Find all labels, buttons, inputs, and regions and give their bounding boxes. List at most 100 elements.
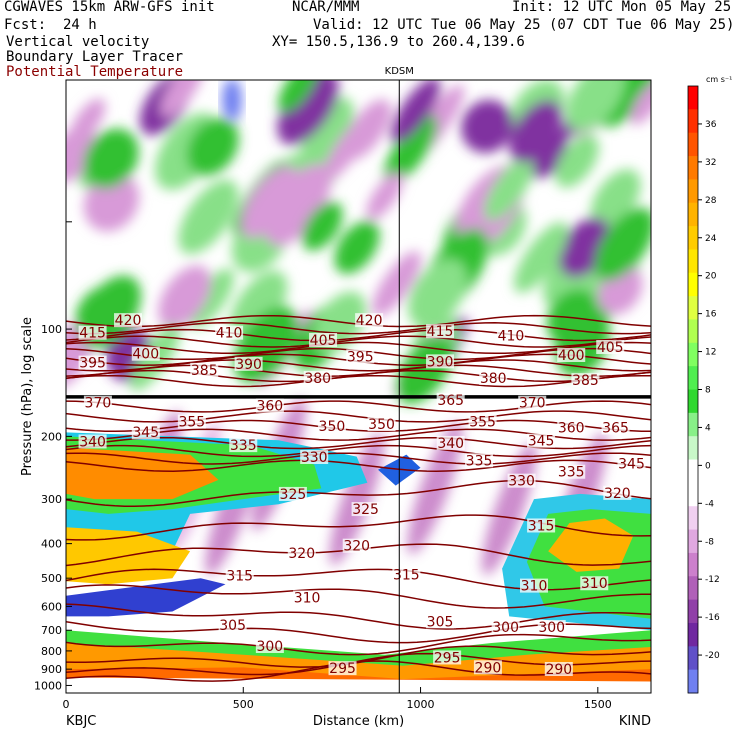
velocity-cell — [630, 80, 651, 125]
y-tick-label: 1000 — [34, 679, 62, 692]
colorbar-swatch — [688, 132, 698, 157]
theta-label-bg — [367, 417, 396, 432]
colorbar-tick-label: 28 — [705, 196, 717, 206]
colorbar-swatch — [688, 389, 698, 414]
y-tick-label: 900 — [41, 663, 62, 676]
theta-label: 320 — [343, 539, 370, 555]
theta-label: 315 — [393, 568, 420, 584]
theta-contour — [66, 410, 651, 423]
theta-label: 365 — [437, 393, 464, 409]
theta-contour — [66, 341, 651, 355]
theta-label: 310 — [521, 579, 548, 595]
theta-contour — [66, 328, 651, 342]
theta-label: 315 — [226, 569, 253, 585]
theta-label: 350 — [368, 417, 395, 433]
forecast-hour: Fcst: 24 h — [4, 17, 97, 33]
y-tick-label: 300 — [41, 493, 62, 506]
colorbar-swatch — [688, 646, 698, 671]
velocity-cell — [160, 80, 204, 117]
theta-label: 325 — [280, 487, 307, 503]
axes: KDSM 0 500 1000 1500 100 200 300 400 500 600 700 800… — [20, 66, 652, 729]
velocity-cell — [83, 128, 139, 189]
colorbar-swatch — [688, 436, 698, 461]
theta-label: 415 — [79, 326, 106, 342]
theta-label-bg — [601, 420, 630, 435]
theta-label: 290 — [545, 662, 572, 678]
theta-label-bg — [317, 418, 346, 433]
velocity-cell — [594, 207, 651, 281]
model-title: CGWAVES 15km ARW-GFS init — [4, 0, 215, 15]
velocity-cell — [461, 99, 513, 153]
field-vertical-velocity: Vertical velocity — [6, 34, 150, 50]
theta-label: 355 — [469, 415, 496, 431]
velocity-cell — [555, 134, 599, 188]
colorbar-tick-label: 16 — [705, 310, 717, 320]
theta-label-bg — [293, 590, 322, 605]
right-endpoint-label: KIND — [619, 714, 651, 729]
colorbar-tick-label: 12 — [705, 348, 716, 358]
theta-label: 325 — [352, 502, 379, 518]
colorbar-tick-label: 32 — [705, 158, 716, 168]
theta-label-bg — [351, 502, 380, 517]
theta-label-bg — [287, 546, 316, 561]
theta-label: 405 — [597, 340, 624, 356]
theta-label-bg — [215, 325, 244, 340]
theta-label-bg — [433, 650, 462, 665]
theta-label-bg — [255, 638, 284, 653]
theta-label-bg — [255, 398, 284, 413]
colorbar-swatch — [688, 552, 698, 577]
theta-label: 400 — [132, 347, 159, 363]
theta-contour — [66, 322, 651, 335]
theta-label: 335 — [230, 438, 257, 454]
x-tick-label: 0 — [63, 698, 70, 711]
theta-label: 370 — [85, 396, 112, 412]
colorbar-tick-label: -4 — [705, 499, 714, 509]
theta-label-bg — [527, 433, 556, 448]
theta-contour — [66, 568, 651, 591]
theta-label-bg — [603, 485, 632, 500]
theta-label: 410 — [216, 326, 243, 342]
theta-label: 345 — [618, 457, 645, 473]
x-tick-label: 1000 — [407, 698, 435, 711]
theta-label-bg — [190, 362, 219, 377]
theta-label: 320 — [604, 486, 631, 502]
field-boundary-layer-tracer: Boundary Layer Tracer — [6, 49, 184, 65]
theta-label: 300 — [492, 620, 519, 636]
colorbar-tick-label: -16 — [705, 613, 720, 623]
valid-time: Valid: 12 UTC Tue 06 May 25 (07 CDT Tue … — [313, 17, 735, 33]
theta-label-bg — [78, 325, 107, 340]
theta-label: 410 — [498, 329, 525, 345]
velocity-cell — [178, 179, 239, 255]
velocity-cell — [300, 97, 354, 163]
velocity-cell — [484, 156, 534, 221]
colorbar-tick-label: 24 — [705, 234, 717, 244]
velocity-cell — [513, 222, 568, 293]
theta-contour — [66, 419, 651, 433]
theta-label-bg — [557, 348, 586, 363]
colorbar-tick-label: 4 — [705, 423, 711, 433]
left-endpoint-label: KBJC — [66, 714, 96, 729]
colorbar-swatch — [688, 622, 698, 647]
colorbar-swatch — [688, 366, 698, 390]
y-tick-label: 100 — [41, 323, 62, 336]
theta-label-bg — [571, 373, 600, 388]
field-potential-temperature: Potential Temperature — [6, 64, 184, 80]
theta-label-bg — [229, 438, 258, 453]
theta-label: 295 — [329, 661, 356, 677]
theta-label: 290 — [475, 660, 502, 676]
theta-label: 340 — [437, 436, 464, 452]
theta-label: 405 — [310, 333, 337, 349]
theta-label: 360 — [256, 399, 283, 415]
velocity-cell — [390, 80, 441, 143]
theta-label: 420 — [356, 313, 383, 329]
plume-cell — [407, 422, 463, 555]
colorbar-unit: cm s⁻¹ — [706, 75, 732, 84]
theta-label: 365 — [602, 420, 629, 436]
colorbar-swatch — [688, 482, 698, 507]
theta-label: 380 — [304, 371, 331, 387]
colorbar-swatch — [688, 412, 698, 437]
velocity-cell — [509, 100, 562, 163]
colorbar: cm s⁻¹ 36 32 28 24 20 16 12 8 4 0 -4 -8 -12 -16 -20 — [687, 75, 732, 694]
theta-label-bg — [580, 576, 609, 591]
